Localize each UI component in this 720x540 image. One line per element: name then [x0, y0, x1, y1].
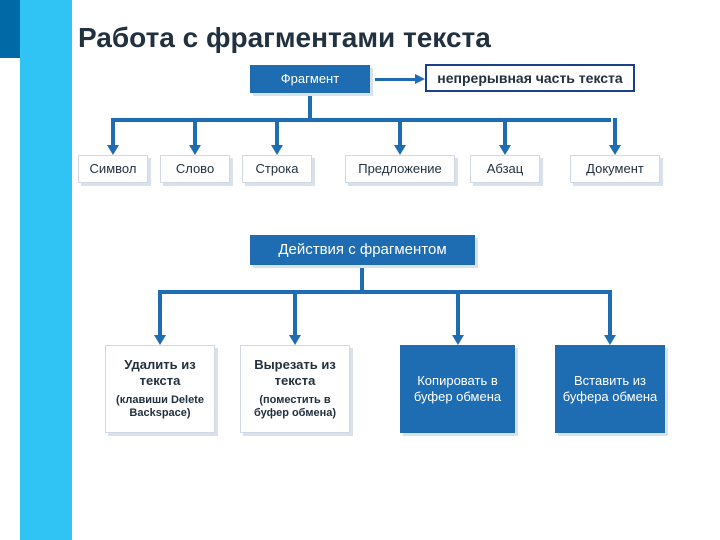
- s1-child: Предложение: [345, 155, 455, 183]
- s1-drop: [398, 118, 402, 145]
- s1-arrowhead: [189, 145, 201, 155]
- s1-root-label: Фрагмент: [281, 71, 339, 87]
- s2-stem: [360, 268, 364, 290]
- s1-child: Абзац: [470, 155, 540, 183]
- s2-child-main: Вставить из буфера обмена: [559, 373, 661, 406]
- s1-child-label: Документ: [586, 161, 644, 177]
- s1-drop: [111, 118, 115, 145]
- sidebar-accent: [0, 0, 20, 58]
- s1-stem: [308, 96, 312, 118]
- s1-drop: [275, 118, 279, 145]
- s2-drop: [293, 290, 297, 335]
- s2-drop: [158, 290, 162, 335]
- s2-child-main: Удалить из текста: [110, 357, 210, 390]
- s1-root: Фрагмент: [250, 65, 370, 93]
- s2-hbar: [158, 290, 612, 294]
- s2-child-main: Вырезать из текста: [245, 357, 345, 390]
- s1-arrowhead: [499, 145, 511, 155]
- page-title: Работа с фрагментами текста: [78, 22, 491, 54]
- s1-drop: [193, 118, 197, 145]
- arrow-root-note-head: [415, 74, 425, 84]
- s1-note: непрерывная часть текста: [425, 64, 635, 92]
- s1-drop: [503, 118, 507, 145]
- s1-child: Строка: [242, 155, 312, 183]
- s1-child-label: Предложение: [358, 161, 442, 177]
- s1-arrowhead: [271, 145, 283, 155]
- sidebar: [20, 0, 72, 540]
- s2-root-label: Действия с фрагментом: [278, 241, 446, 260]
- s2-drop: [608, 290, 612, 335]
- s1-child: Документ: [570, 155, 660, 183]
- s1-child-label: Строка: [255, 161, 298, 177]
- s2-arrowhead: [604, 335, 616, 345]
- s1-child-label: Символ: [90, 161, 137, 177]
- s1-hbar: [111, 118, 611, 122]
- s2-arrowhead: [289, 335, 301, 345]
- s1-arrowhead: [609, 145, 621, 155]
- s2-child: Удалить из текста (клавиши Delete Backspa…: [105, 345, 215, 433]
- s2-drop: [456, 290, 460, 335]
- s2-child: Копировать в буфер обмена: [400, 345, 515, 433]
- s2-child-sub: (клавиши Delete Backspace): [110, 394, 210, 422]
- s2-child-main: Копировать в буфер обмена: [404, 373, 511, 406]
- s1-child: Символ: [78, 155, 148, 183]
- s1-drop: [613, 118, 617, 145]
- s1-child-label: Абзац: [487, 161, 523, 177]
- s2-child-sub: (поместить в буфер обмена): [245, 394, 345, 422]
- s1-note-label: непрерывная часть текста: [437, 70, 622, 86]
- s2-root: Действия с фрагментом: [250, 235, 475, 265]
- s2-child: Вырезать из текста (поместить в буфер обм…: [240, 345, 350, 433]
- s1-arrowhead: [394, 145, 406, 155]
- s1-arrowhead: [107, 145, 119, 155]
- s2-arrowhead: [452, 335, 464, 345]
- s2-arrowhead: [154, 335, 166, 345]
- s1-child: Слово: [160, 155, 230, 183]
- arrow-root-note: [375, 78, 415, 81]
- s2-child: Вставить из буфера обмена: [555, 345, 665, 433]
- s1-child-label: Слово: [176, 161, 214, 177]
